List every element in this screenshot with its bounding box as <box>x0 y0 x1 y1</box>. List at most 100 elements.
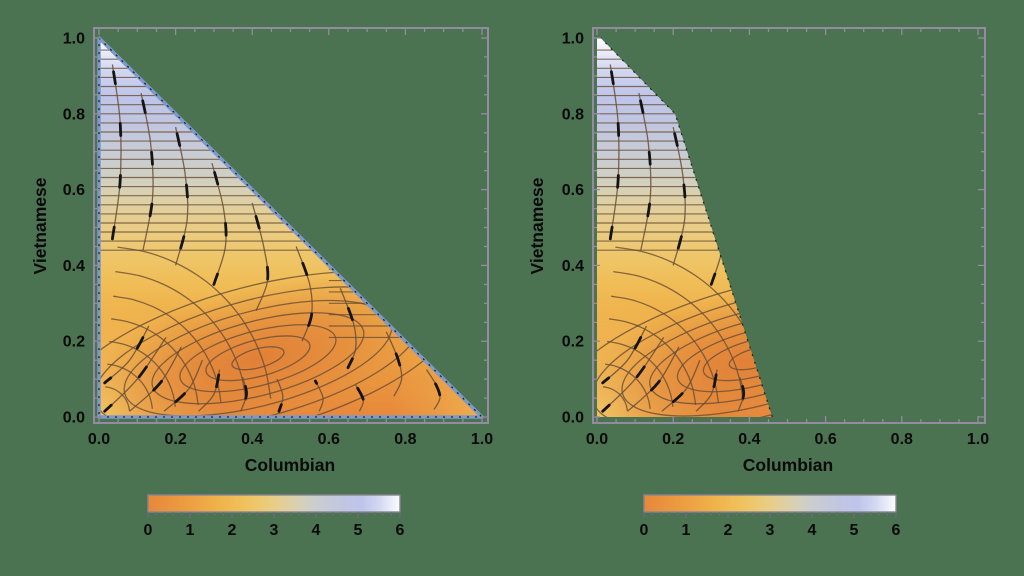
colorbar-tick-label: 3 <box>270 522 279 539</box>
contour-line <box>123 299 393 417</box>
x-tick-label: 0.2 <box>164 431 186 448</box>
axis-ticks <box>94 28 488 423</box>
x-tick-label: 0.4 <box>738 431 760 448</box>
stream-line <box>609 64 620 239</box>
y-tick-label: 0.0 <box>562 410 584 427</box>
colorbar-tick-label: 3 <box>766 522 775 539</box>
gradient-dash-marks <box>338 286 358 370</box>
x-tick-label: 0.4 <box>241 431 263 448</box>
axis-ticks <box>593 28 985 423</box>
y-tick-label: 0.4 <box>562 258 584 275</box>
x-tick-label: 0.8 <box>891 431 913 448</box>
region-border <box>97 36 484 419</box>
x-axis-title-right: Columbian <box>743 455 833 475</box>
y-tick-label: 0.6 <box>63 182 85 199</box>
contour-line <box>111 318 199 406</box>
x-tick-label: 0.6 <box>814 431 836 448</box>
contour-line <box>109 340 176 407</box>
gradient-dash-marks <box>694 368 719 413</box>
contour-line <box>117 246 272 399</box>
x-tick-label: 0.0 <box>88 431 110 448</box>
contour-line <box>231 346 285 371</box>
gradient-dash-marks <box>626 345 681 413</box>
stream-line <box>774 379 780 411</box>
gradient-dash-marks <box>812 381 820 411</box>
colorbar-tick-label: 4 <box>312 522 321 539</box>
contour-line <box>205 335 311 382</box>
stream-line <box>793 247 809 342</box>
gradient-dash-marks <box>671 125 687 267</box>
gradient-dash-marks <box>793 247 809 342</box>
colorbar-tick-label: 1 <box>186 522 195 539</box>
colorbar-gradient <box>643 494 897 513</box>
gradient-dash-marks <box>425 368 442 411</box>
stream-line <box>923 370 936 410</box>
gradient-dash-marks <box>883 332 898 397</box>
colorbar-tick-label: 0 <box>144 522 153 539</box>
gradient-dash-marks <box>354 383 365 413</box>
x-tick-label: 1.0 <box>967 431 989 448</box>
contour-line <box>621 299 773 417</box>
colorbar-ticks <box>147 512 401 518</box>
axis-frame <box>592 27 986 424</box>
colorbar-tick-label: 0 <box>640 522 649 539</box>
y-tick-label: 0.8 <box>63 106 85 123</box>
colorbar-tick-label: 4 <box>808 522 817 539</box>
y-axis-title-right: Vietnamese <box>527 177 547 274</box>
gradient-dash-marks <box>852 385 860 412</box>
y-tick-label: 0.0 <box>63 410 85 427</box>
colorbar-tick-label: 5 <box>850 522 859 539</box>
y-tick-label: 1.0 <box>562 31 584 48</box>
gradient-dash-marks <box>197 368 221 413</box>
gradient-dash-marks <box>601 324 648 385</box>
gradient-dash-marks <box>748 201 767 313</box>
stream-line <box>638 92 652 251</box>
stream-line <box>385 331 403 397</box>
x-axis-title-left: Columbian <box>245 455 335 475</box>
colorbar-tick-label: 2 <box>724 522 733 539</box>
contour-line <box>610 295 720 404</box>
gradient-dash-marks <box>128 345 183 413</box>
y-axis-title-left: Vietnamese <box>30 177 50 274</box>
colorbar-tick-label: 5 <box>354 522 363 539</box>
y-tick-label: 0.8 <box>562 106 584 123</box>
stream-line <box>661 359 701 412</box>
contour-line <box>607 340 674 407</box>
gradient-dash-marks <box>601 336 666 413</box>
gradient-dash-marks <box>250 201 270 313</box>
x-tick-label: 0.8 <box>394 431 416 448</box>
x-tick-label: 1.0 <box>471 431 493 448</box>
gradient-dash-marks <box>239 375 248 413</box>
colorbar-ticks <box>643 512 897 518</box>
contour-line <box>179 324 337 393</box>
contour-line <box>99 286 423 417</box>
stream-line <box>812 381 820 411</box>
colorbar-gradient <box>147 494 401 513</box>
x-tick-label: 0.2 <box>662 431 684 448</box>
contour-line <box>676 324 773 393</box>
gradient-dash-marks <box>210 161 228 286</box>
stream-line <box>140 92 154 251</box>
gradient-dash-marks <box>774 379 780 411</box>
contour-line <box>702 335 773 382</box>
stream-line <box>314 380 324 412</box>
y-tick-label: 0.4 <box>63 258 85 275</box>
x-tick-label: 0.6 <box>318 431 340 448</box>
stream-line <box>748 202 766 312</box>
gradient-dash-marks <box>736 375 746 413</box>
colorbar-tick-label: 2 <box>228 522 237 539</box>
colorbar-tick-label: 6 <box>396 522 405 539</box>
gradient-dash-marks <box>275 377 285 413</box>
contour-line <box>649 312 773 405</box>
stream-line <box>111 64 122 239</box>
contour-line <box>151 312 365 405</box>
gradient-dash-marks <box>837 288 853 368</box>
y-tick-label: 0.2 <box>562 334 584 351</box>
x-tick-label: 0.0 <box>586 431 608 448</box>
gradient-dash-marks <box>103 324 151 385</box>
gradient-dash-marks <box>103 336 168 413</box>
stream-line <box>883 332 898 397</box>
contour-line <box>113 295 222 404</box>
